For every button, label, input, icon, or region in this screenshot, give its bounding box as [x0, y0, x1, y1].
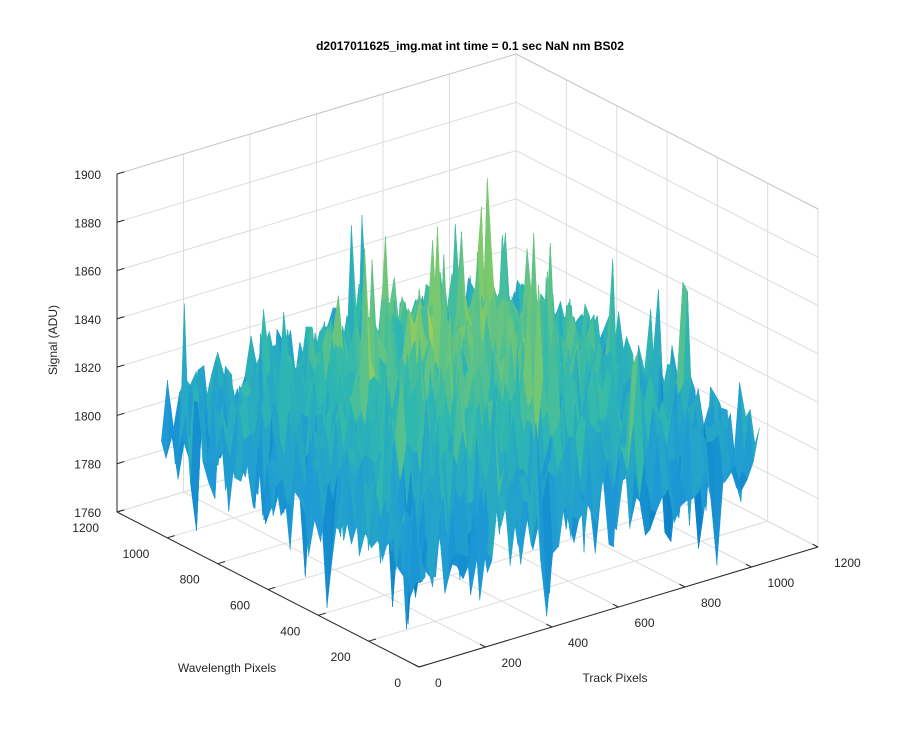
- z-tick-label: 1860: [74, 265, 101, 279]
- z-tick: [116, 364, 125, 368]
- surface-cell: [414, 495, 426, 584]
- z-tick: [116, 412, 125, 416]
- x-tick: [812, 543, 819, 548]
- x-tick-label: 0: [435, 676, 442, 690]
- z-tick-label: 1780: [74, 458, 101, 472]
- x-tick-label: 1000: [768, 576, 795, 590]
- y-tick: [167, 535, 175, 539]
- y-tick-label: 0: [394, 676, 401, 690]
- chart-title: d2017011625_img.mat int time = 0.1 sec N…: [316, 39, 624, 53]
- x-tick: [479, 643, 486, 648]
- z-tick-label: 1840: [74, 313, 101, 327]
- x-tick: [679, 583, 686, 588]
- z-tick: [116, 316, 125, 320]
- z-tick-label: 1900: [74, 168, 101, 182]
- x-tick-label: 1200: [834, 556, 861, 570]
- x-axis-label: Track Pixels: [583, 671, 648, 685]
- z-tick: [116, 219, 125, 223]
- x-tick-label: 600: [635, 616, 655, 630]
- y-tick-label: 400: [280, 624, 300, 638]
- z-tick: [116, 171, 125, 175]
- z-tick: [116, 267, 125, 272]
- y-tick: [418, 664, 427, 668]
- z-tick: [116, 509, 125, 513]
- x-tick: [612, 603, 619, 608]
- y-tick-label: 600: [230, 599, 250, 613]
- z-tick-label: 1880: [74, 216, 101, 230]
- y-tick: [267, 586, 276, 590]
- y-tick: [217, 560, 226, 565]
- z-tick: [116, 461, 125, 465]
- y-tick: [318, 612, 326, 616]
- z-tick-label: 1820: [74, 361, 101, 375]
- surface-mesh: [161, 178, 760, 629]
- y-axis-label: Wavelength Pixels: [178, 661, 276, 675]
- z-tick-label: 1760: [74, 506, 101, 520]
- box-edge: [515, 53, 819, 210]
- x-tick: [745, 563, 752, 568]
- y-tick: [368, 638, 377, 642]
- y-tick-label: 1000: [123, 547, 150, 561]
- x-tick-label: 200: [502, 656, 522, 670]
- y-tick-label: 800: [180, 573, 200, 587]
- x-tick: [413, 663, 420, 668]
- axes: 0 200 400 600 800 1000 1200 0 200 400 600 800 1000 12…: [72, 168, 861, 690]
- z-tick-label: 1800: [74, 409, 101, 423]
- x-tick: [546, 623, 553, 628]
- x-tick-label: 800: [701, 596, 721, 610]
- box-edge: [116, 53, 517, 175]
- y-tick-label: 1200: [72, 521, 99, 535]
- z-axis-label: Signal (ADU): [46, 305, 60, 375]
- grid-line: [368, 520, 768, 642]
- x-tick-label: 400: [568, 636, 588, 650]
- y-tick-label: 200: [331, 650, 351, 664]
